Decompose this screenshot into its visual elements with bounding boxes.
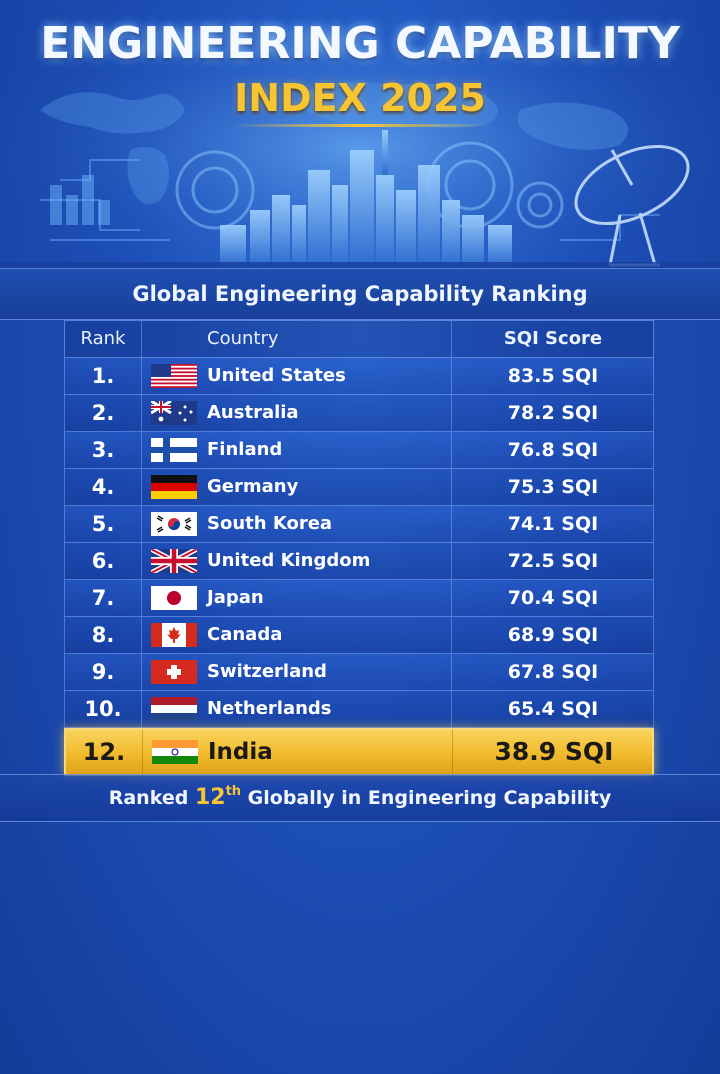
score-cell: 38.9 SQI: [494, 737, 614, 766]
footer-banner: Ranked 12th Globally in Engineering Capa…: [0, 774, 720, 822]
column-divider: [141, 432, 142, 468]
score-cell: 75.3 SQI: [507, 476, 599, 498]
column-divider: [451, 654, 452, 690]
footer-suffix: Globally in Engineering Capability: [241, 787, 612, 809]
highlight-row-india: 12. India 38.9 SQI: [64, 728, 654, 776]
column-divider: [451, 321, 452, 357]
country-cell: Australia: [207, 402, 299, 423]
score-cell: 65.4 SQI: [507, 698, 599, 720]
rank-cell: 5.: [91, 512, 115, 536]
table-row: 1. United States 83.5 SQI: [64, 358, 654, 395]
page-subtitle-year: INDEX 2025: [234, 76, 486, 120]
city-skyline-illustration: [0, 0, 720, 268]
score-cell: 78.2 SQI: [507, 402, 599, 424]
column-divider: [451, 506, 452, 542]
japan-flag-icon: [151, 586, 197, 610]
header-score: SQI Score: [503, 328, 603, 349]
world-map-silhouette: [40, 81, 628, 204]
rank-cell: 6.: [91, 549, 115, 573]
column-divider: [451, 691, 452, 727]
table-row: 9. Switzerland 67.8 SQI: [64, 654, 654, 691]
column-divider: [451, 469, 452, 505]
south-korea-flag-icon: [151, 512, 197, 536]
india-flag-icon: [152, 740, 198, 764]
score-cell: 70.4 SQI: [507, 587, 599, 609]
us-flag-icon: [151, 364, 197, 388]
table-row: 7. Japan 70.4 SQI: [64, 580, 654, 617]
column-divider: [141, 617, 142, 653]
country-cell: Finland: [207, 439, 283, 460]
column-divider: [141, 580, 142, 616]
country-cell: United Kingdom: [207, 550, 371, 571]
rank-cell: 1.: [91, 364, 115, 388]
score-cell: 76.8 SQI: [507, 439, 599, 461]
table-header: Rank Country SQI Score: [64, 320, 654, 358]
country-cell: Germany: [207, 476, 299, 497]
switzerland-flag-icon: [151, 660, 197, 684]
finland-flag-icon: [151, 438, 197, 462]
table-row: 4. Germany 75.3 SQI: [64, 469, 654, 506]
rank-cell: 9.: [91, 660, 115, 684]
table-row: 8. Canada 68.9 SQI: [64, 617, 654, 654]
column-divider: [451, 358, 452, 394]
column-divider: [451, 543, 452, 579]
column-divider: [141, 321, 142, 357]
title-underline: [232, 124, 490, 127]
rank-cell: 7.: [91, 586, 115, 610]
column-divider: [141, 654, 142, 690]
table-body: 1. United States 83.5 SQI 2. Australia 78.2 S…: [64, 358, 654, 776]
column-divider: [141, 395, 142, 431]
score-cell: 67.8 SQI: [507, 661, 599, 683]
ranking-table: Rank Country SQI Score 1. United States 83…: [64, 320, 654, 776]
hero-banner: ENGINEERING CAPABILITY INDEX 2025: [0, 0, 720, 268]
score-cell: 83.5 SQI: [507, 365, 599, 387]
column-divider: [141, 469, 142, 505]
column-divider: [452, 730, 453, 774]
column-divider: [142, 730, 143, 774]
uk-flag-icon: [151, 549, 197, 573]
table-row: 6. United Kingdom 72.5 SQI: [64, 543, 654, 580]
country-cell: Japan: [207, 587, 264, 608]
score-cell: 68.9 SQI: [507, 624, 599, 646]
page-title: ENGINEERING CAPABILITY: [40, 18, 680, 69]
footer-rank-suffix: th: [225, 784, 242, 799]
germany-flag-icon: [151, 475, 197, 499]
netherlands-flag-icon: [151, 697, 197, 721]
column-divider: [141, 543, 142, 579]
score-cell: 74.1 SQI: [507, 513, 599, 535]
column-divider: [451, 580, 452, 616]
table-row: 2. Australia 78.2 SQI: [64, 395, 654, 432]
table-row: 10. Netherlands 65.4 SQI: [64, 691, 654, 728]
header-country: Country: [207, 328, 279, 349]
country-cell: India: [208, 739, 273, 765]
rank-cell: 3.: [91, 438, 115, 462]
column-divider: [141, 691, 142, 727]
column-divider: [141, 506, 142, 542]
table-row: 3. Finland 76.8 SQI: [64, 432, 654, 469]
ranking-banner: Global Engineering Capability Ranking: [0, 268, 720, 320]
column-divider: [141, 358, 142, 394]
rank-cell: 8.: [91, 623, 115, 647]
country-cell: Netherlands: [207, 698, 332, 719]
footer-rank-number: 12: [194, 785, 226, 810]
score-cell: 72.5 SQI: [507, 550, 599, 572]
rank-cell: 12.: [82, 738, 126, 766]
country-cell: Canada: [207, 624, 283, 645]
country-cell: United States: [207, 365, 346, 386]
rank-cell: 4.: [91, 475, 115, 499]
column-divider: [451, 395, 452, 431]
table-row: 5. South Korea 74.1 SQI: [64, 506, 654, 543]
header-rank: Rank: [80, 328, 126, 349]
bar-stack-decoration: [50, 175, 110, 225]
column-divider: [451, 617, 452, 653]
australia-flag-icon: [151, 401, 197, 425]
country-cell: Switzerland: [207, 661, 327, 682]
skyline-buildings: [220, 130, 512, 268]
country-cell: South Korea: [207, 513, 333, 534]
rank-cell: 10.: [84, 697, 122, 721]
column-divider: [451, 432, 452, 468]
canada-flag-icon: [151, 623, 197, 647]
rank-cell: 2.: [91, 401, 115, 425]
footer-prefix: Ranked: [108, 787, 195, 809]
